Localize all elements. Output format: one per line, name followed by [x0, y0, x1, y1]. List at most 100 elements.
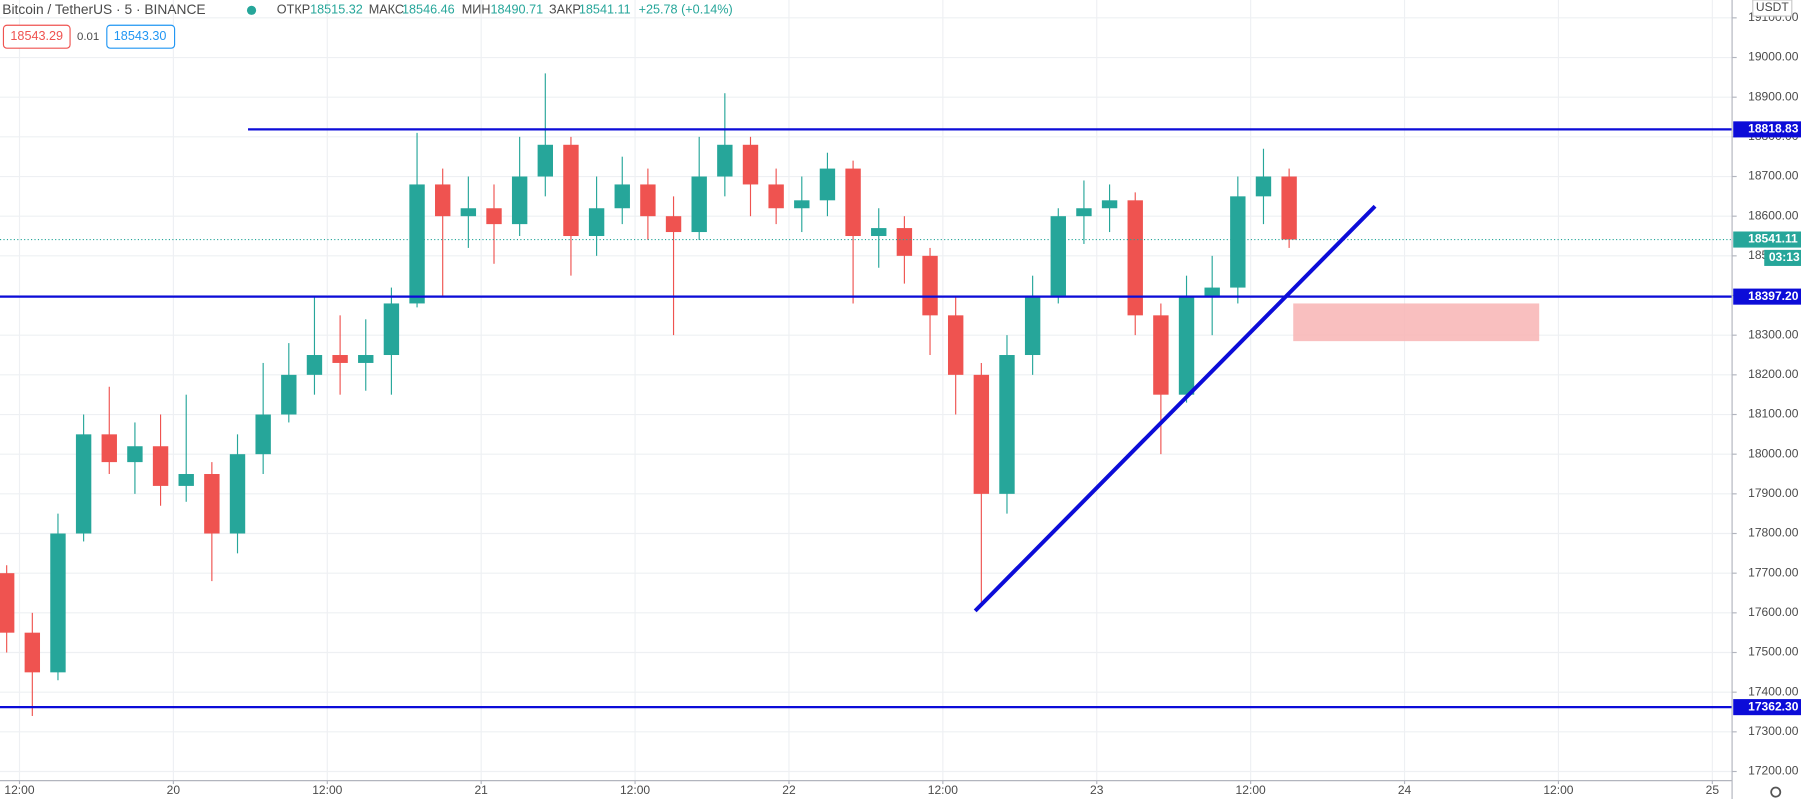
candle-body — [204, 474, 220, 534]
candle-body — [332, 355, 348, 363]
candle-body — [255, 414, 271, 455]
candle-body — [1076, 208, 1092, 217]
candle-body — [306, 355, 323, 375]
candle-body — [896, 228, 913, 256]
y-tick-label: 17900.00 — [1748, 486, 1799, 500]
price-axis-bg — [1732, 0, 1801, 799]
sell-price[interactable]: 18543.29 — [10, 29, 63, 43]
close-value: 18541.11 — [579, 3, 631, 17]
candle-body — [588, 208, 605, 237]
candle-body — [742, 144, 759, 185]
plot — [0, 73, 1733, 716]
x-tick-label: 12:00 — [928, 783, 958, 797]
candle-body — [691, 176, 707, 233]
high-value: 18546.46 — [402, 3, 455, 17]
high-label: МАКС — [369, 3, 404, 17]
candle-body — [640, 184, 656, 217]
last-price-label: 18541.11 — [1748, 232, 1798, 246]
level-label-bg — [1733, 288, 1801, 305]
level-label-bg — [1733, 699, 1801, 716]
status-dot — [246, 5, 257, 15]
change-value: +25.78 (+0.14%) — [639, 3, 733, 17]
candle-body — [665, 216, 682, 233]
y-tick-label: 18300.00 — [1748, 327, 1799, 341]
y-tick-label: 19000.00 — [1748, 50, 1799, 64]
candle-body — [819, 168, 836, 201]
x-tick-label: 21 — [474, 783, 488, 797]
candle-body — [127, 446, 143, 463]
candle-body — [845, 168, 861, 237]
candle-body — [1255, 176, 1272, 197]
y-tick-label: 17500.00 — [1748, 645, 1799, 659]
candle-body — [794, 200, 810, 209]
x-tick-label: 12:00 — [1236, 783, 1266, 797]
x-tick-label: 12:00 — [1543, 783, 1573, 797]
settings-icon[interactable] — [1770, 786, 1782, 798]
x-tick-label: 12:00 — [312, 783, 342, 797]
countdown: 03:13 — [1769, 250, 1800, 264]
y-tick-label: 17600.00 — [1748, 605, 1799, 619]
y-tick-label: 18900.00 — [1748, 89, 1799, 103]
y-tick-label: 17800.00 — [1748, 526, 1799, 540]
candle-body — [358, 355, 374, 363]
sell-button[interactable] — [2, 24, 71, 49]
y-tick-label: 18700.00 — [1748, 169, 1799, 183]
y-tick-label: 17300.00 — [1748, 724, 1799, 738]
candle-body — [1178, 295, 1195, 395]
y-tick-label: 17400.00 — [1748, 684, 1799, 698]
low-label: МИН — [462, 3, 491, 17]
x-tick-label: 24 — [1398, 783, 1412, 797]
candle-body — [24, 632, 41, 673]
level-label: 18397.20 — [1748, 289, 1799, 303]
candle-body — [1281, 176, 1297, 240]
close-label: ЗАКР — [549, 3, 581, 17]
level-label: 17362.30 — [1748, 699, 1799, 713]
level-label-bg — [1733, 121, 1801, 138]
candle-body — [101, 434, 117, 463]
candle-body — [947, 315, 964, 375]
grid — [0, 0, 1733, 781]
x-tick-label: 12:00 — [4, 783, 34, 797]
x-tick-label: 12:00 — [620, 783, 650, 797]
candle-body — [486, 208, 502, 225]
axes: 17200.00 17300.00 17400.00 17500.00 17600.00… — [4, 10, 1801, 797]
candle-body — [75, 434, 92, 534]
last-price-bg — [1733, 231, 1801, 248]
candle-body — [1153, 315, 1169, 395]
candle-body — [229, 454, 246, 534]
candle-body — [0, 573, 15, 633]
candle-body — [383, 303, 400, 356]
open-value: 18515.32 — [310, 3, 363, 17]
candle-body — [50, 533, 66, 673]
candle-body — [1127, 200, 1143, 316]
candle-body — [435, 184, 451, 217]
y-tick-label: 17200.00 — [1748, 764, 1799, 778]
spread: 0.01 — [77, 31, 99, 43]
y-tick-label: 17700.00 — [1748, 565, 1799, 579]
buy-button[interactable] — [106, 24, 176, 49]
candle-body — [460, 208, 477, 217]
low-value: 18490.71 — [490, 3, 543, 17]
candle-body — [537, 144, 553, 177]
y-tick-label: 18000.00 — [1748, 446, 1799, 460]
candle-body — [973, 374, 990, 494]
candle-body — [1204, 287, 1220, 296]
target-zone — [1293, 303, 1540, 342]
buy-price[interactable]: 18543.30 — [114, 29, 167, 43]
candle-body — [999, 355, 1015, 494]
level-label: 18818.83 — [1748, 122, 1799, 136]
y-tick-label: 18200.00 — [1748, 367, 1799, 381]
candle-body — [614, 184, 630, 209]
currency-box — [1752, 0, 1793, 17]
candle-body — [922, 255, 938, 316]
candle-body — [409, 184, 425, 304]
candle-body — [1230, 196, 1246, 288]
y-tick-label: 18100.00 — [1748, 407, 1799, 421]
candle-body — [1101, 200, 1118, 209]
candle-body — [717, 144, 733, 177]
x-tick-label: 23 — [1090, 783, 1104, 797]
open-label: ОТКР — [277, 3, 310, 17]
trend-line — [973, 204, 1377, 613]
